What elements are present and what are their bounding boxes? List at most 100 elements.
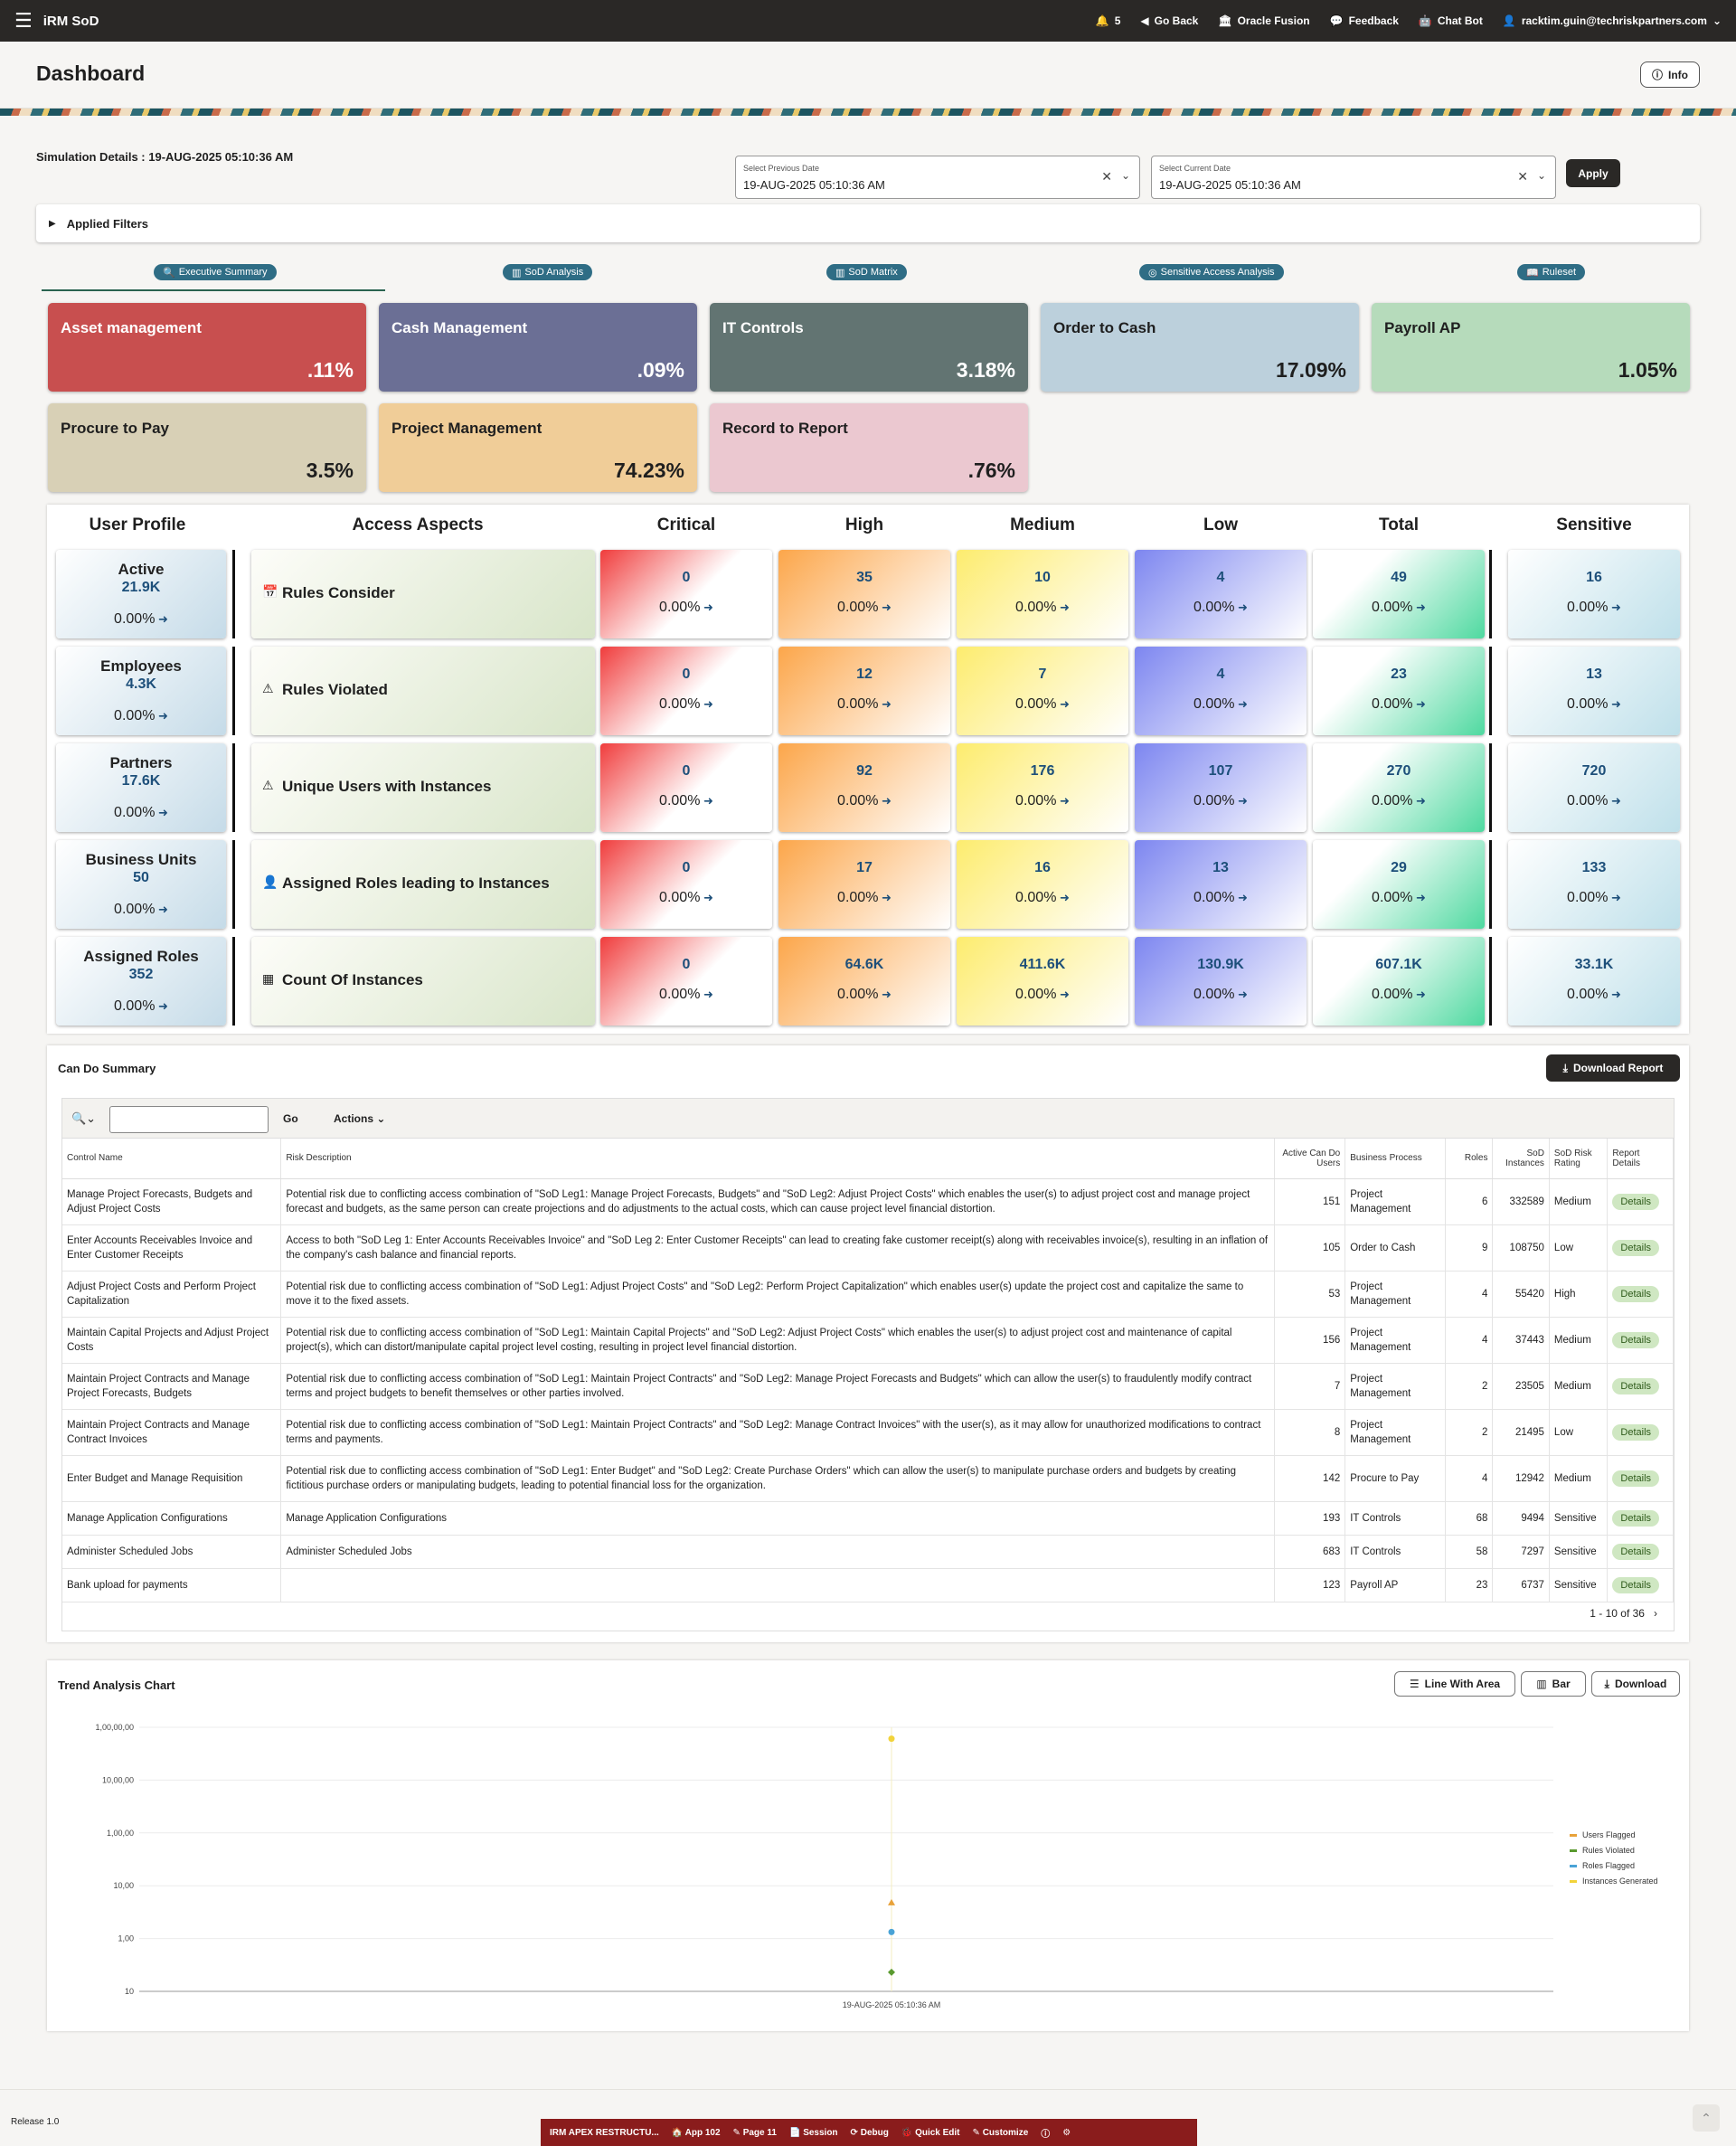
arrow-right-icon[interactable]: ➜	[155, 612, 168, 626]
menu-icon[interactable]: ☰	[14, 9, 33, 32]
arrow-right-icon[interactable]: ➜	[1056, 697, 1070, 711]
process-card[interactable]: Cash Management .09%	[379, 303, 697, 392]
oracle-fusion-link[interactable]: 🏛 Oracle Fusion	[1218, 14, 1309, 27]
chevron-right-icon[interactable]: ›	[1654, 1607, 1657, 1620]
info-icon[interactable]: ⓘ	[1041, 2129, 1051, 2140]
chevron-down-icon[interactable]: ⌄	[1120, 169, 1130, 182]
arrow-right-icon[interactable]: ➜	[878, 794, 892, 808]
details-button[interactable]: Details	[1612, 1576, 1660, 1593]
arrow-right-icon[interactable]: ➜	[700, 988, 713, 1001]
arrow-right-icon[interactable]: ➜	[1056, 600, 1070, 614]
sensitive-tile[interactable]: 133 0.00% ➜	[1508, 840, 1680, 929]
arrow-right-icon[interactable]: ➜	[1608, 794, 1621, 808]
tab-sod-matrix[interactable]: ▥ SoD Matrix	[826, 264, 907, 280]
high-tile[interactable]: 92 0.00% ➜	[778, 743, 950, 832]
details-button[interactable]: Details	[1612, 1285, 1660, 1302]
arrow-right-icon[interactable]: ➜	[1412, 891, 1426, 904]
process-card[interactable]: Order to Cash 17.09%	[1041, 303, 1359, 392]
column-header[interactable]: Roles	[1445, 1139, 1494, 1179]
download-chart-button[interactable]: ⤓ Download	[1591, 1671, 1680, 1697]
tab-sod-analysis[interactable]: ▥ SoD Analysis	[503, 264, 593, 280]
total-tile[interactable]: 270 0.00% ➜	[1313, 743, 1485, 832]
details-button[interactable]: Details	[1612, 1193, 1660, 1210]
chat-bot-button[interactable]: 🤖 Chat Bot	[1419, 14, 1483, 27]
critical-tile[interactable]: 0 0.00% ➜	[600, 647, 772, 735]
low-tile[interactable]: 130.9K 0.00% ➜	[1135, 937, 1307, 1026]
arrow-right-icon[interactable]: ➜	[700, 600, 713, 614]
user-menu[interactable]: 👤 racktim.guin@techriskpartners.com ⌄	[1503, 14, 1722, 27]
critical-tile[interactable]: 0 0.00% ➜	[600, 937, 772, 1026]
notifications-button[interactable]: 🔔 5	[1096, 14, 1121, 27]
arrow-right-icon[interactable]: ➜	[1412, 697, 1426, 711]
devbar-item[interactable]: ⟳ Debug	[851, 2128, 889, 2138]
details-button[interactable]: Details	[1612, 1331, 1660, 1348]
arrow-right-icon[interactable]: ➜	[700, 697, 713, 711]
arrow-right-icon[interactable]: ➜	[155, 709, 168, 723]
total-tile[interactable]: 23 0.00% ➜	[1313, 647, 1485, 735]
arrow-right-icon[interactable]: ➜	[1608, 988, 1621, 1001]
info-button[interactable]: ⓘ Info	[1639, 61, 1700, 88]
arrow-right-icon[interactable]: ➜	[1234, 794, 1248, 808]
process-card[interactable]: Project Management 74.23%	[379, 403, 697, 492]
arrow-right-icon[interactable]: ➜	[1056, 794, 1070, 808]
medium-tile[interactable]: 176 0.00% ➜	[957, 743, 1128, 832]
arrow-right-icon[interactable]: ➜	[155, 903, 168, 916]
legend-label[interactable]: Instances Generated	[1582, 1877, 1658, 1886]
applied-filters-toggle[interactable]: ▶ Applied Filters	[36, 204, 1700, 242]
details-button[interactable]: Details	[1612, 1423, 1660, 1441]
devbar-item[interactable]: 🏠 App 102	[672, 2128, 721, 2138]
arrow-right-icon[interactable]: ➜	[1234, 891, 1248, 904]
devbar-item[interactable]: IRM APEX RESTRUCTU...	[550, 2128, 659, 2138]
arrow-right-icon[interactable]: ➜	[155, 806, 168, 819]
arrow-right-icon[interactable]: ➜	[1608, 697, 1621, 711]
column-header[interactable]: SoD Instances	[1492, 1139, 1550, 1179]
tab-sensitive-access-analysis[interactable]: ◎ Sensitive Access Analysis	[1139, 264, 1284, 280]
scroll-top-button[interactable]: ⌃	[1693, 2104, 1720, 2132]
column-header[interactable]: Control Name	[62, 1139, 282, 1179]
devbar-item[interactable]: ✎ Customize	[973, 2128, 1029, 2138]
go-button[interactable]: Go	[283, 1112, 298, 1125]
download-report-button[interactable]: ⤓ Download Report	[1546, 1054, 1680, 1082]
arrow-right-icon[interactable]: ➜	[1056, 988, 1070, 1001]
high-tile[interactable]: 12 0.00% ➜	[778, 647, 950, 735]
arrow-right-icon[interactable]: ➜	[878, 697, 892, 711]
arrow-right-icon[interactable]: ➜	[878, 891, 892, 904]
devbar-item[interactable]: 📄 Session	[789, 2128, 838, 2138]
arrow-right-icon[interactable]: ➜	[1608, 891, 1621, 904]
high-tile[interactable]: 64.6K 0.00% ➜	[778, 937, 950, 1026]
actions-menu[interactable]: Actions ⌄	[334, 1112, 385, 1125]
data-point[interactable]	[888, 1898, 895, 1905]
arrow-right-icon[interactable]: ➜	[1608, 600, 1621, 614]
arrow-right-icon[interactable]: ➜	[1412, 794, 1426, 808]
critical-tile[interactable]: 0 0.00% ➜	[600, 840, 772, 929]
sensitive-tile[interactable]: 13 0.00% ➜	[1508, 647, 1680, 735]
arrow-right-icon[interactable]: ➜	[700, 891, 713, 904]
feedback-button[interactable]: 💬 Feedback	[1330, 14, 1399, 27]
legend-label[interactable]: Users Flagged	[1582, 1830, 1636, 1839]
line-with-area-button[interactable]: ☰ Line With Area	[1394, 1671, 1515, 1697]
access-aspect-tile[interactable]: ▦ Count Of Instances	[251, 937, 595, 1026]
details-button[interactable]: Details	[1612, 1377, 1660, 1394]
column-header[interactable]: Risk Description	[280, 1139, 1275, 1179]
access-aspect-tile[interactable]: ⚠ Unique Users with Instances	[251, 743, 595, 832]
data-point[interactable]	[888, 1735, 895, 1743]
high-tile[interactable]: 17 0.00% ➜	[778, 840, 950, 929]
clear-icon[interactable]: ✕	[1101, 169, 1112, 184]
go-back-button[interactable]: ◀ Go Back	[1140, 14, 1198, 27]
arrow-right-icon[interactable]: ➜	[1234, 600, 1248, 614]
process-card[interactable]: IT Controls 3.18%	[710, 303, 1028, 392]
search-input[interactable]	[109, 1106, 269, 1133]
process-card[interactable]: Payroll AP 1.05%	[1372, 303, 1690, 392]
arrow-right-icon[interactable]: ➜	[878, 600, 892, 614]
current-date-select[interactable]: Select Current Date 19-AUG-2025 05:10:36…	[1151, 156, 1556, 199]
low-tile[interactable]: 4 0.00% ➜	[1135, 550, 1307, 638]
medium-tile[interactable]: 7 0.00% ➜	[957, 647, 1128, 735]
details-button[interactable]: Details	[1612, 1470, 1660, 1487]
column-header[interactable]: Active Can Do Users	[1274, 1139, 1346, 1179]
data-point[interactable]	[888, 1928, 895, 1935]
process-card[interactable]: Procure to Pay 3.5%	[48, 403, 366, 492]
bar-button[interactable]: ▥ Bar	[1521, 1671, 1586, 1697]
medium-tile[interactable]: 16 0.00% ➜	[957, 840, 1128, 929]
user-profile-tile[interactable]: Employees 4.3K 0.00% ➜	[56, 647, 226, 735]
critical-tile[interactable]: 0 0.00% ➜	[600, 550, 772, 638]
